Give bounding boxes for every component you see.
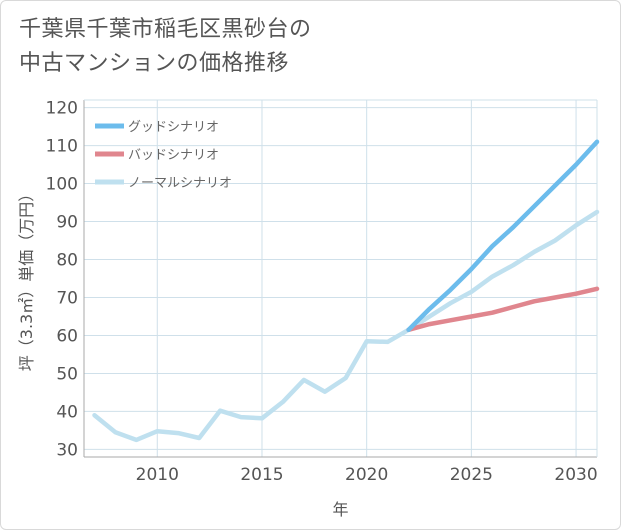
series-line-good — [406, 139, 600, 333]
y-tick-label: 80 — [56, 251, 78, 271]
y-tick-label: 50 — [56, 364, 78, 384]
y-tick-label: 110 — [46, 137, 78, 157]
series-lines — [92, 139, 600, 443]
legend-label: グッドシナリオ — [128, 120, 219, 135]
y-tick-label: 90 — [56, 213, 78, 233]
legend-label: ノーマルシナリオ — [128, 176, 232, 191]
x-tick-label: 2010 — [136, 465, 179, 485]
x-tick-label: 2020 — [345, 465, 388, 485]
y-tick-label: 70 — [56, 288, 78, 308]
x-tick-label: 2030 — [554, 465, 597, 485]
series-line-bad — [406, 286, 600, 333]
y-axis-label: 坪（3.3㎡）単価（万円） — [17, 186, 36, 371]
y-tick-label: 100 — [46, 175, 78, 195]
y-tick-label: 30 — [56, 440, 78, 460]
y-tick-label: 120 — [46, 99, 78, 119]
chart-title: 千葉県千葉市稲毛区黒砂台の 中古マンションの価格推移 — [19, 13, 579, 81]
grid-lines — [84, 100, 597, 457]
y-tick-label: 60 — [56, 326, 78, 346]
chart-title-line-2: 中古マンションの価格推移 — [19, 51, 290, 76]
x-axis-label: 年 — [332, 500, 348, 519]
x-tick-label: 2015 — [240, 465, 283, 485]
tick-labels: 30 40 50 60 70 80 90 100 110 120 2010 2015 2020 2025 2… — [46, 99, 598, 485]
chart-title-line-1: 千葉県千葉市稲毛区黒砂台の — [19, 17, 312, 42]
y-tick-label: 40 — [56, 402, 78, 422]
x-tick-label: 2025 — [450, 465, 493, 485]
legend-label: バッドシナリオ — [128, 148, 219, 163]
series-line-normal — [92, 209, 600, 443]
axes — [83, 99, 598, 458]
